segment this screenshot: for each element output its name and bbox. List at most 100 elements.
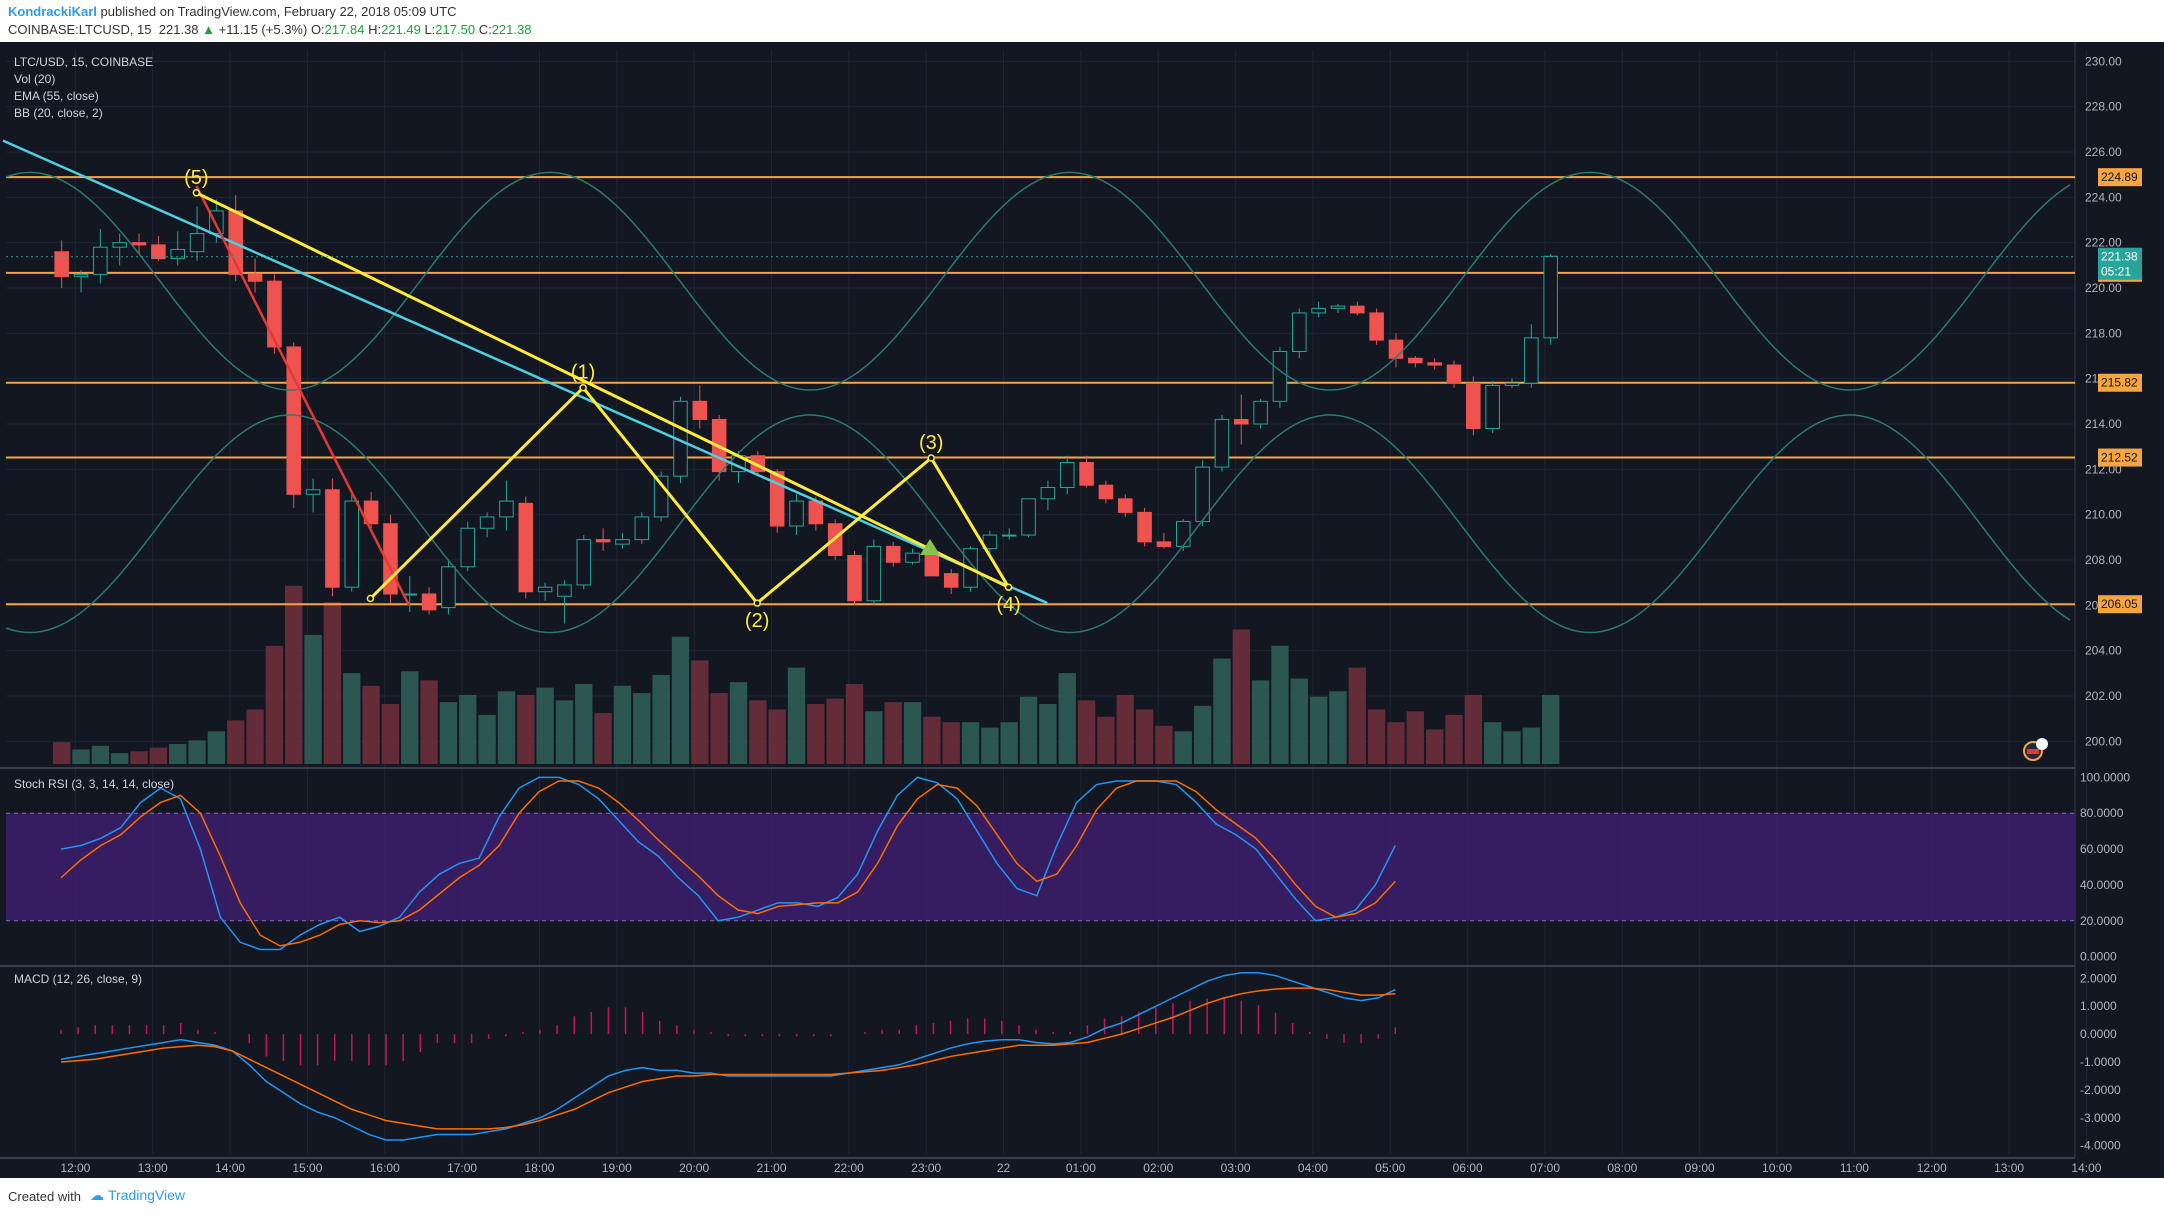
tradingview-brand[interactable]: ☁ TradingView xyxy=(90,1187,186,1203)
volume-bar xyxy=(575,684,593,764)
rsi-tick: 20.0000 xyxy=(2080,914,2124,928)
time-tick: 04:00 xyxy=(1298,1161,1328,1175)
stoch-rsi-title: Stoch RSI (3, 3, 14, 14, close) xyxy=(14,777,174,791)
candle-body xyxy=(866,545,882,602)
price-tick: 230.00 xyxy=(2085,54,2122,68)
candle-body xyxy=(615,539,630,545)
time-tick: 06:00 xyxy=(1453,1161,1483,1175)
volume-bar xyxy=(439,702,458,764)
macd-tick: -2.0000 xyxy=(2080,1083,2121,1097)
macd-tick: -3.0000 xyxy=(2080,1111,2121,1125)
wave-point xyxy=(753,599,761,607)
footer: Created with ☁ TradingView xyxy=(0,1178,2164,1215)
volume-bar xyxy=(1445,714,1463,764)
cyan-trendline xyxy=(2,139,1048,605)
level-tag-text: 224.89 xyxy=(2101,170,2138,184)
stoch-rsi-k-line xyxy=(60,776,1396,951)
wave-label: (1) xyxy=(571,362,595,384)
author-link[interactable]: KondrackiKarl xyxy=(8,4,97,19)
legend-volume: Vol (20) xyxy=(14,72,55,86)
time-tick: 03:00 xyxy=(1221,1161,1251,1175)
candle-body xyxy=(924,552,940,577)
level-tag xyxy=(2098,373,2142,392)
macd-title: MACD (12, 26, close, 9) xyxy=(14,972,142,986)
candle-body xyxy=(460,527,476,568)
candle-body xyxy=(1175,520,1191,547)
volume-bar xyxy=(420,680,438,764)
volume-bar xyxy=(1290,678,1308,764)
volume-bar xyxy=(381,704,400,764)
candle-body xyxy=(363,500,379,525)
rsi-tick: 60.0000 xyxy=(2080,842,2124,856)
time-tick: 16:00 xyxy=(370,1161,400,1175)
candle-body xyxy=(943,573,959,588)
candle-body xyxy=(885,545,901,563)
drawings[interactable]: (1) (2) (3) (4) (5) xyxy=(2,139,2071,634)
volume-bar xyxy=(169,744,187,764)
volume-bar xyxy=(555,700,574,764)
horizontal-levels[interactable] xyxy=(6,176,2075,606)
level-tag xyxy=(2098,595,2142,614)
price-tick: 218.00 xyxy=(2085,326,2122,340)
candle-body xyxy=(1408,357,1423,364)
candle-body xyxy=(170,248,185,260)
candle-body xyxy=(1059,462,1075,488)
time-tick: 05:00 xyxy=(1375,1161,1405,1175)
trading-chart[interactable]: (1)(2)(3)(4)(5) 200.00202.00204.00206.00… xyxy=(0,42,2164,1178)
rsi-band-fill xyxy=(6,813,2075,921)
macd-tick: 2.0000 xyxy=(2080,971,2117,985)
time-tick: 01:00 xyxy=(1066,1161,1096,1175)
volume-bar xyxy=(749,700,767,764)
level-tag-text: 215.82 xyxy=(2101,376,2138,390)
candle-body xyxy=(1485,384,1500,430)
chart-background xyxy=(0,42,2164,1178)
volume-bar xyxy=(1348,667,1366,764)
volume-bar xyxy=(1097,716,1115,764)
volume-bar xyxy=(1155,725,1173,764)
volume-bar xyxy=(1406,711,1424,764)
volume-bar xyxy=(1425,729,1444,764)
time-tick: 22 xyxy=(997,1161,1011,1175)
volume-bar xyxy=(1309,696,1328,764)
last-price-tag xyxy=(2098,247,2142,280)
candle-body xyxy=(1021,498,1036,536)
volume-bar xyxy=(710,693,728,764)
candle-body xyxy=(1330,305,1346,309)
macd-tick: 0.0000 xyxy=(2080,1027,2117,1041)
high-label: H: xyxy=(368,22,382,37)
time-tick: 14:00 xyxy=(215,1161,245,1175)
volume-bar xyxy=(207,731,226,764)
time-tick: 15:00 xyxy=(292,1161,322,1175)
event-flag-icon[interactable] xyxy=(2023,738,2048,761)
candle-body xyxy=(421,593,437,611)
chart-legend: LTC/USD, 15, COINBASE Vol (20) EMA (55, … xyxy=(14,55,153,120)
grid xyxy=(0,42,2087,1159)
wave-point xyxy=(366,594,375,603)
candle-body xyxy=(576,539,592,586)
candle-body xyxy=(1292,312,1307,352)
candle-body xyxy=(692,400,708,420)
close-label: C: xyxy=(478,22,492,37)
up-arrow-icon: ▲ xyxy=(202,22,216,37)
level-tag xyxy=(2098,168,2142,187)
time-axis: 12:00 13:00 14:00 15:00 16:00 17:00 18:00 19:00… xyxy=(60,1161,2101,1175)
candle-body xyxy=(1234,418,1249,425)
volume-bar xyxy=(652,674,670,764)
candle-body xyxy=(1388,339,1404,359)
volume-bar xyxy=(787,667,806,764)
volume-bar xyxy=(1135,709,1154,764)
candle-body xyxy=(131,242,147,246)
volume-bar xyxy=(1077,700,1096,764)
low-label: L: xyxy=(424,22,436,37)
legend-bb: BB (20, close, 2) xyxy=(14,106,103,120)
price-tick: 214.00 xyxy=(2085,417,2122,431)
red-trendline xyxy=(195,185,411,606)
candle-body xyxy=(1466,382,1481,430)
time-tick: 21:00 xyxy=(756,1161,786,1175)
time-tick: 14:00 xyxy=(2071,1161,2101,1175)
candle-body xyxy=(1543,255,1558,339)
last-price: 221.38 xyxy=(158,22,199,37)
candle-body xyxy=(808,500,824,525)
indicator-titles: Stoch RSI (3, 3, 14, 14, close) MACD (12… xyxy=(14,777,174,986)
volume-bar xyxy=(845,684,864,764)
